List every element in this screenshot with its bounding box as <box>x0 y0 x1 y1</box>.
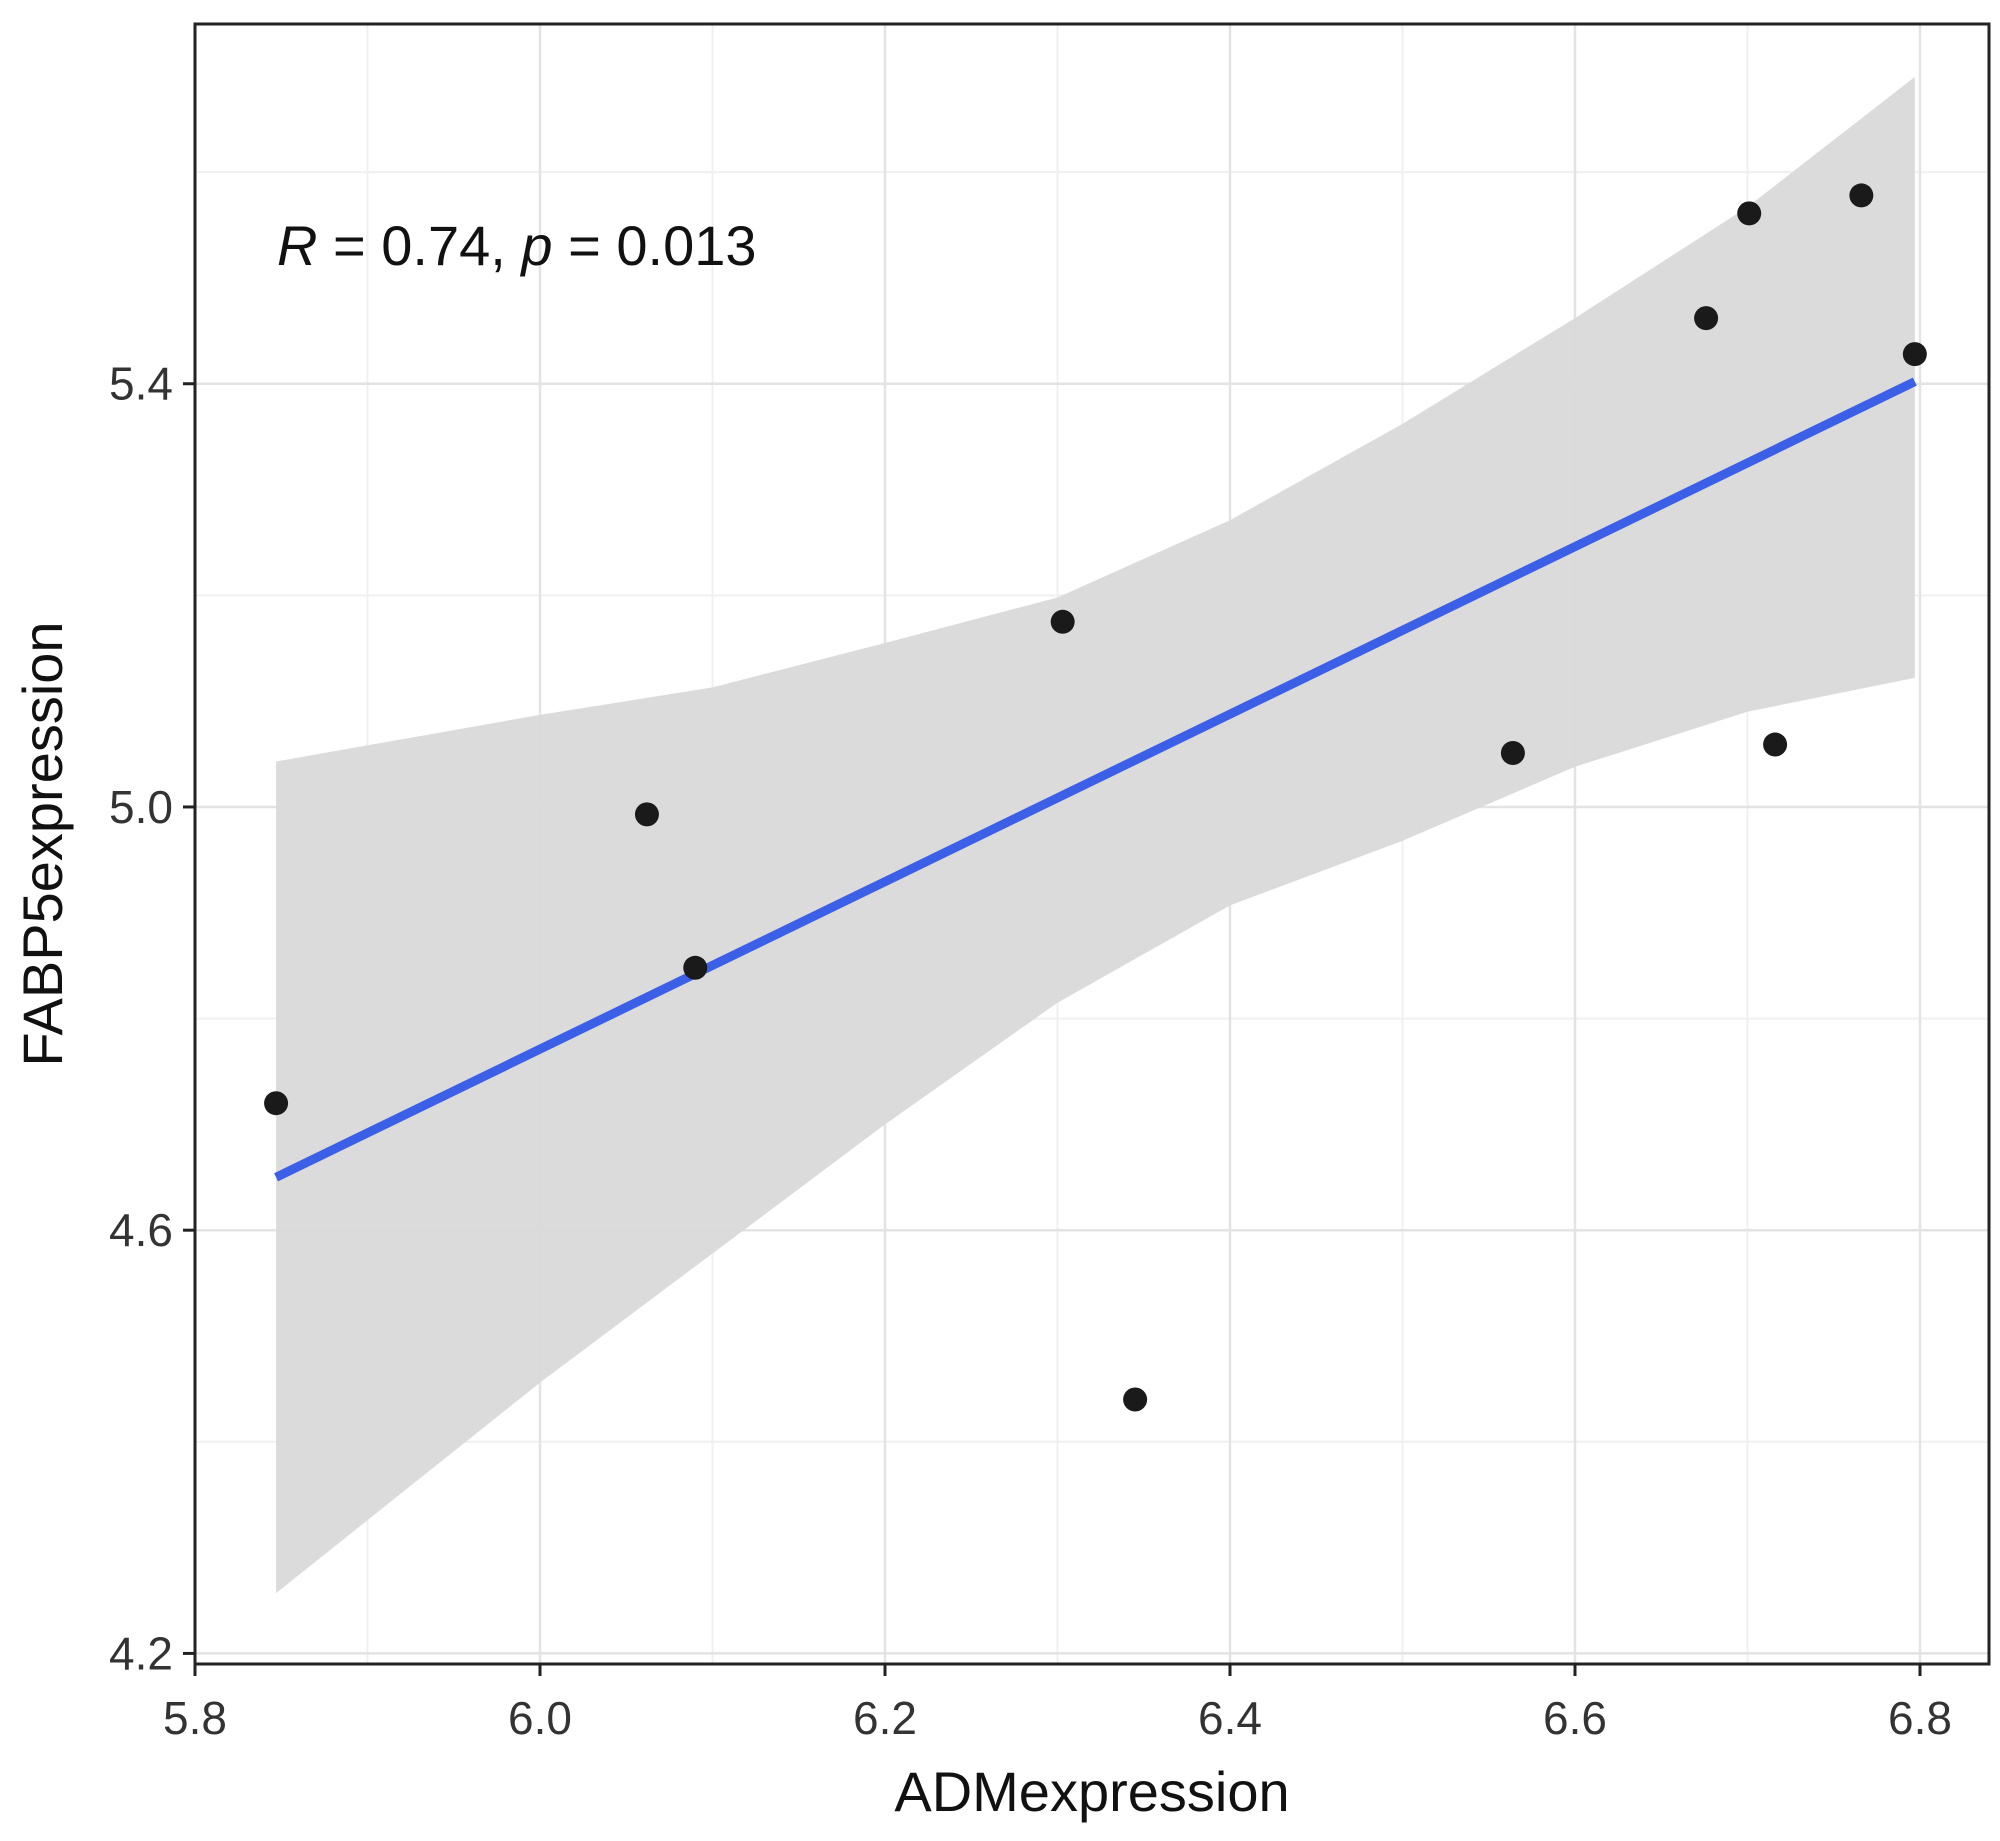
x-tick-label: 6.6 <box>1543 1692 1607 1744</box>
data-point <box>264 1091 289 1116</box>
x-axis-label: ADMexpression <box>894 1760 1289 1823</box>
data-point <box>1694 306 1719 331</box>
x-tick-label: 6.2 <box>853 1692 917 1744</box>
x-tick-label: 6.8 <box>1888 1692 1952 1744</box>
points-layer <box>264 183 1927 1412</box>
y-axis-label: FABP5expression <box>11 621 74 1066</box>
data-point <box>1902 342 1927 367</box>
fit-line-layer <box>274 377 1917 1182</box>
r-symbol: R <box>277 214 317 277</box>
x-tick-label: 6.4 <box>1198 1692 1262 1744</box>
y-tick-label: 5.0 <box>109 781 173 833</box>
y-tick-label: 5.4 <box>109 358 173 410</box>
data-point <box>1500 741 1525 766</box>
data-point <box>1123 1387 1148 1412</box>
r-value: = 0.74, <box>317 214 521 277</box>
correlation-annotation: R = 0.74, p = 0.013 <box>277 214 757 277</box>
confidence-band <box>276 76 1915 1594</box>
y-tick-label: 4.2 <box>109 1627 173 1679</box>
regression-line <box>274 377 1917 1182</box>
y-tick-label: 4.6 <box>109 1204 173 1256</box>
data-point <box>1050 609 1075 634</box>
x-tick-label: 6.0 <box>508 1692 572 1744</box>
x-tick-label: 5.8 <box>163 1692 227 1744</box>
data-point <box>1737 201 1762 226</box>
data-point <box>683 955 708 980</box>
x-axis: 5.8 6.0 6.2 6.4 6.6 6.8 <box>163 1664 1952 1744</box>
y-axis: 4.2 4.6 5.0 5.4 <box>109 358 195 1679</box>
data-point <box>1849 183 1874 208</box>
p-symbol: p <box>519 214 552 277</box>
p-value: = 0.013 <box>553 214 757 277</box>
data-point <box>634 802 659 827</box>
panel-border <box>193 22 1991 1666</box>
data-point <box>1763 732 1788 757</box>
confidence-band-layer <box>276 76 1915 1594</box>
